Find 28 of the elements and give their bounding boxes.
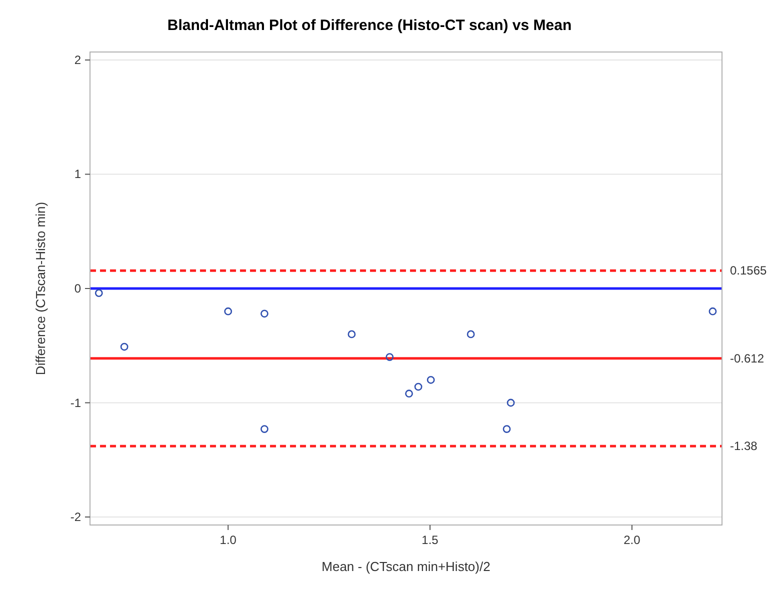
x-tick-label: 1.5 [422, 533, 439, 547]
point [260, 425, 268, 433]
point [502, 425, 511, 433]
y-tick-label: 2 [74, 53, 82, 67]
point [708, 307, 717, 316]
point [414, 382, 422, 391]
y-tick-label: -1 [70, 396, 82, 410]
point [224, 307, 232, 316]
y-tick-label: 1 [74, 167, 82, 182]
point [120, 342, 128, 351]
ref-line-label: 0.1565 [730, 264, 768, 278]
y-tick-label: 0 [74, 282, 82, 296]
point [348, 330, 356, 338]
point [386, 353, 394, 361]
point [426, 376, 435, 384]
point [405, 390, 413, 398]
ref-line-label: -1.38 [730, 439, 758, 454]
x-tick-label: 1.0 [220, 533, 237, 547]
y-tick-label: -2 [70, 510, 82, 524]
x-axis-title: Mean - (CTscan min+Histo)/2 [322, 559, 490, 574]
point [466, 330, 475, 338]
y-axis-title: Difference (CTscan-Histo min) [33, 202, 48, 376]
point [260, 310, 268, 318]
point [506, 398, 515, 407]
x-tick-label: 2.0 [624, 533, 641, 547]
ref-line-label: -0.612 [730, 351, 764, 366]
point [94, 289, 103, 298]
chart-title: Bland-Altman Plot of Difference (Histo-CT scan) vs Mean [167, 17, 572, 34]
